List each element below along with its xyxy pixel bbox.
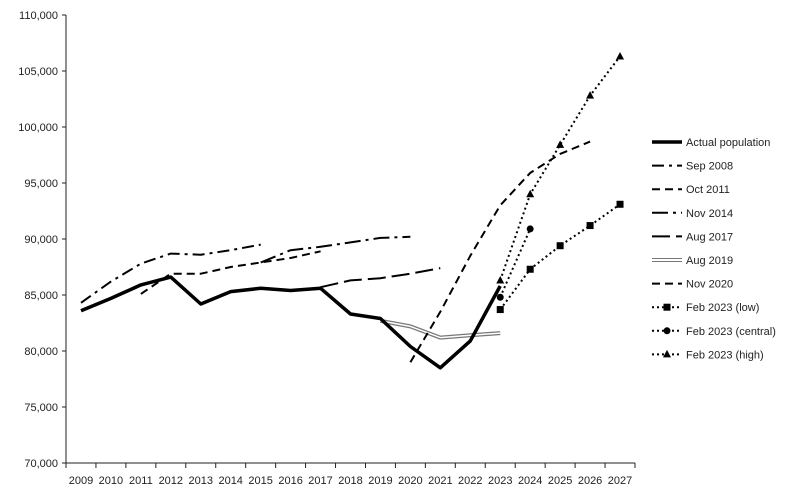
legend-item-feb-2023-low: Feb 2023 (low) xyxy=(652,302,759,314)
series-line xyxy=(140,250,321,295)
x-tick-label: 2025 xyxy=(548,475,572,487)
series-aug-2017 xyxy=(320,267,441,289)
y-tick-label: 95,000 xyxy=(24,178,58,190)
series-line-inner xyxy=(380,320,501,339)
data-point-triangle xyxy=(556,140,565,148)
data-point-square xyxy=(526,265,534,273)
y-tick-label: 85,000 xyxy=(24,290,58,302)
series-sep-2008 xyxy=(80,243,261,304)
x-tick-label: 2012 xyxy=(159,475,183,487)
y-tick-label: 90,000 xyxy=(24,234,58,246)
legend-label: Feb 2023 (low) xyxy=(686,302,759,314)
legend-marker-square xyxy=(663,303,671,311)
x-tick-label: 2022 xyxy=(458,475,482,487)
legend-label: Aug 2019 xyxy=(686,255,733,267)
x-tick-label: 2018 xyxy=(338,475,362,487)
x-tick-label: 2013 xyxy=(189,475,213,487)
series-line xyxy=(499,203,621,311)
data-point-square xyxy=(556,242,564,250)
series-layer xyxy=(80,51,625,370)
series-actual-population xyxy=(80,275,502,370)
chart-legend: Actual population Sep 2008 Oct 2011 Nov 201… xyxy=(652,137,776,361)
series-feb-2023-low xyxy=(496,200,624,314)
y-tick-label: 110,000 xyxy=(19,10,58,22)
series-line xyxy=(260,235,411,264)
data-point-square xyxy=(496,306,504,314)
legend-item-oct-2011: Oct 2011 xyxy=(652,184,730,196)
data-point-triangle xyxy=(616,51,625,60)
series-feb-2023-high xyxy=(496,51,625,284)
x-tick-label: 2009 xyxy=(69,475,93,487)
legend-label: Feb 2023 (central) xyxy=(686,326,776,338)
data-point-circle xyxy=(526,225,534,233)
x-tick-label: 2020 xyxy=(398,475,422,487)
legend-label: Nov 2014 xyxy=(686,208,733,220)
y-tick-label: 80,000 xyxy=(24,346,58,358)
data-point-circle xyxy=(496,293,504,301)
series-oct-2011 xyxy=(140,250,321,295)
data-point-triangle xyxy=(526,189,535,198)
x-tick-label: 2019 xyxy=(368,475,392,487)
legend-label: Oct 2011 xyxy=(686,184,730,196)
legend-marker-circle xyxy=(663,327,671,335)
series-line xyxy=(409,140,591,363)
x-tick-label: 2014 xyxy=(218,475,242,487)
legend-item-feb-2023-high: Feb 2023 (high) xyxy=(652,349,764,361)
series-line xyxy=(499,55,621,281)
chart-axes: 70,000 75,000 80,000 85,000 90,000 95,000 100,… xyxy=(18,10,636,487)
x-tick-label: 2023 xyxy=(488,475,512,487)
legend-item-nov-2014: Nov 2014 xyxy=(652,208,733,220)
series-line xyxy=(80,275,502,370)
y-tick-label: 100,000 xyxy=(18,122,58,134)
legend-item-nov-2020: Nov 2020 xyxy=(652,279,733,291)
series-feb-2023-central xyxy=(496,225,534,301)
x-tick-label: 2024 xyxy=(518,475,542,487)
y-tick-label: 70,000 xyxy=(24,458,58,470)
legend-item-aug-2019: Aug 2019 xyxy=(652,255,733,267)
legend-marker-triangle xyxy=(663,349,671,358)
legend-label: Feb 2023 (high) xyxy=(686,349,764,361)
series-aug-2019 xyxy=(380,318,501,340)
legend-label: Actual population xyxy=(686,137,770,149)
series-line xyxy=(80,243,261,304)
series-line xyxy=(499,228,532,298)
x-tick-label: 2015 xyxy=(248,475,272,487)
x-tick-label: 2011 xyxy=(129,475,153,487)
data-point-square xyxy=(616,200,624,208)
x-tick-label: 2010 xyxy=(99,475,123,487)
legend-item-feb-2023-central: Feb 2023 (central) xyxy=(652,326,776,338)
legend-label: Sep 2008 xyxy=(686,161,733,173)
y-tick-label: 75,000 xyxy=(24,402,58,414)
legend-item-actual-population: Actual population xyxy=(652,137,770,149)
data-point-square xyxy=(586,222,594,230)
y-tick-label: 105,000 xyxy=(18,66,58,78)
data-point-triangle xyxy=(586,91,595,99)
x-tick-label: 2017 xyxy=(308,475,332,487)
legend-item-aug-2017: Aug 2017 xyxy=(652,231,733,243)
x-tick-label: 2016 xyxy=(278,475,302,487)
x-tick-label: 2027 xyxy=(608,475,632,487)
legend-label: Nov 2020 xyxy=(686,279,733,291)
x-tick-label: 2021 xyxy=(428,475,452,487)
series-nov-2014 xyxy=(260,235,411,264)
data-point-triangle xyxy=(496,275,505,284)
legend-item-sep-2008: Sep 2008 xyxy=(652,161,733,173)
legend-label: Aug 2017 xyxy=(686,231,733,243)
series-nov-2020 xyxy=(409,140,591,363)
x-tick-label: 2026 xyxy=(578,475,602,487)
series-line xyxy=(320,267,441,289)
